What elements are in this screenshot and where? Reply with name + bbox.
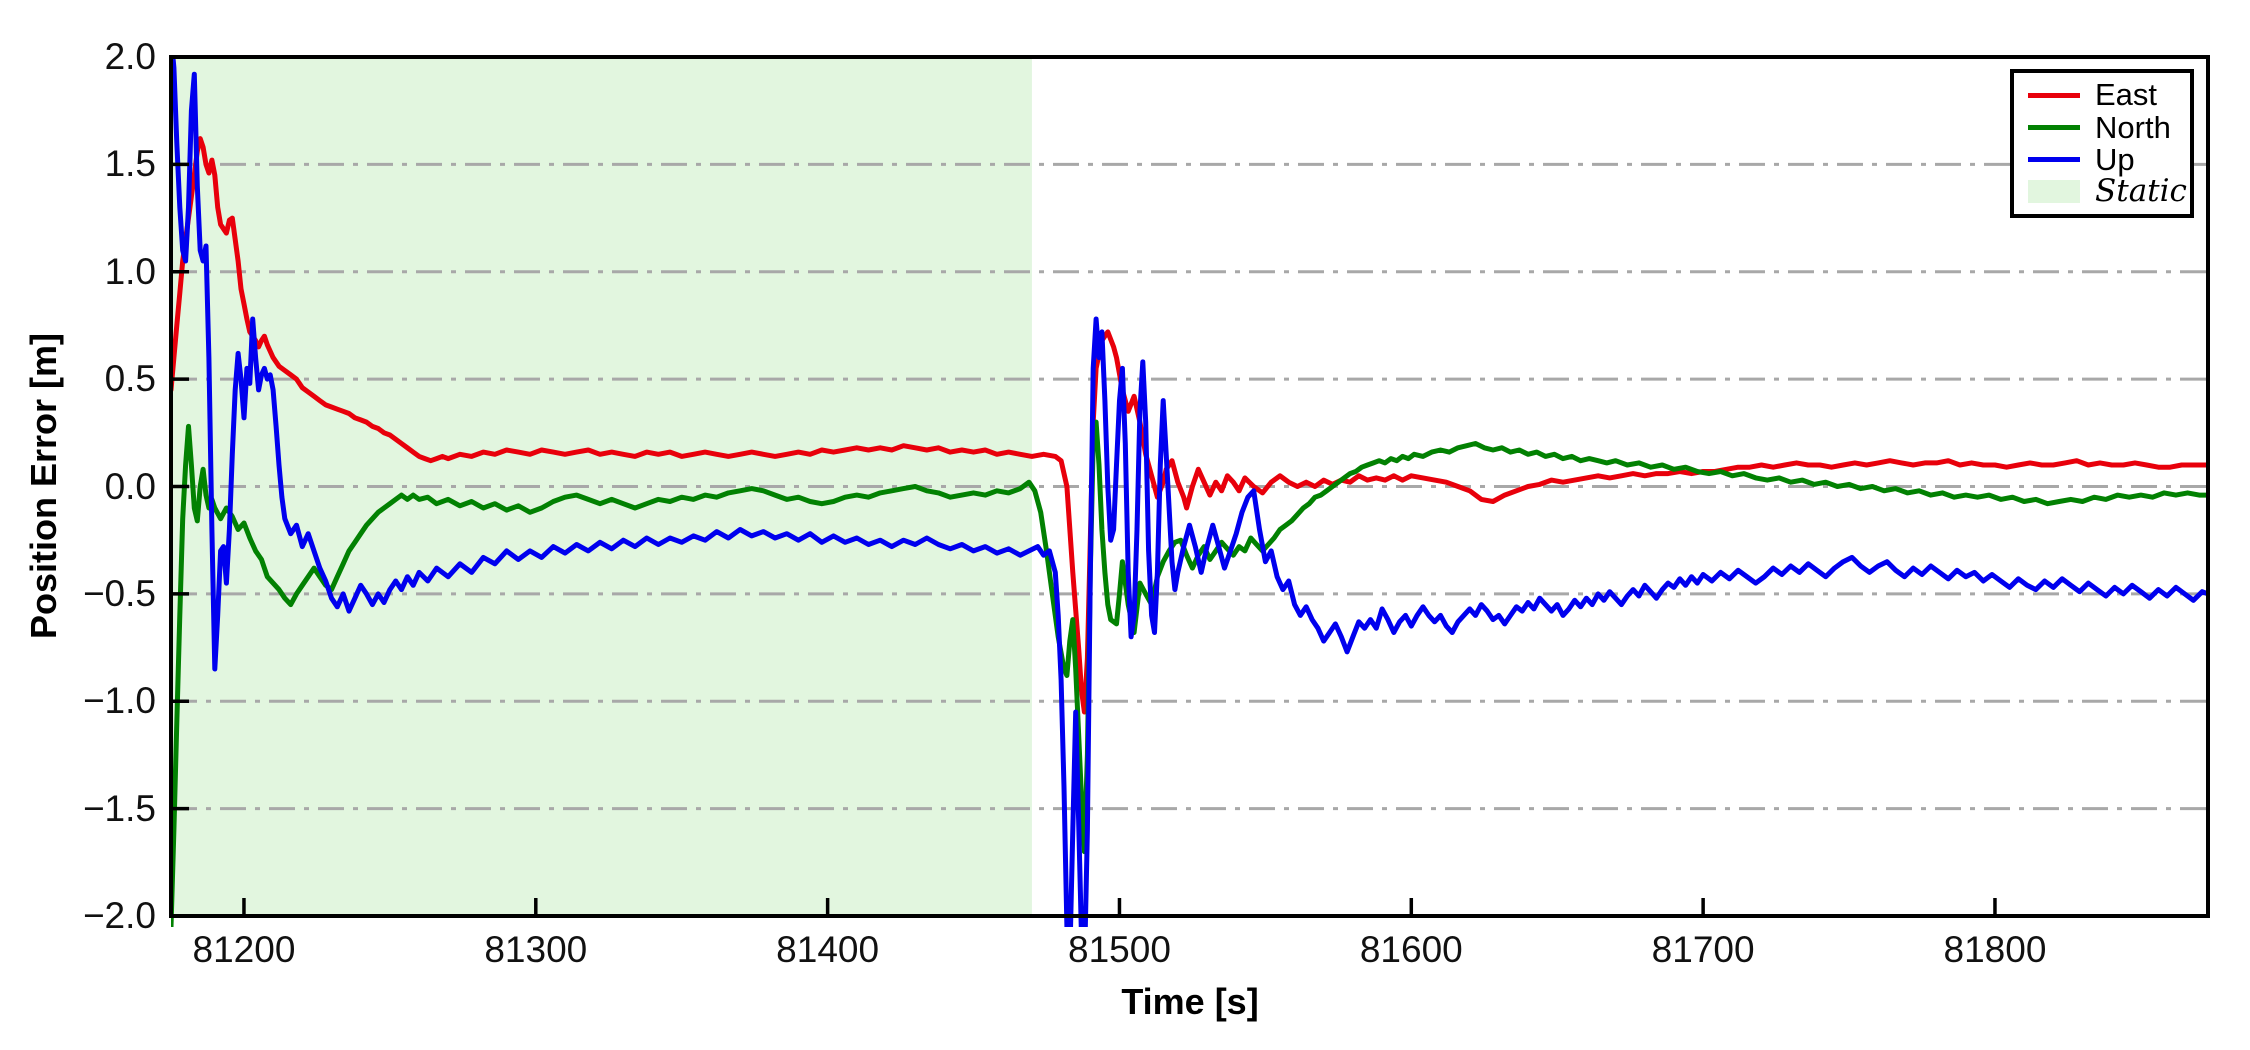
- series-line-east: [171, 136, 2208, 715]
- legend-label-east: East: [2095, 77, 2158, 113]
- x-axis-title: Time [s]: [1121, 981, 1259, 1022]
- series-line-up: [171, 57, 2208, 927]
- north-line-swatch: [2028, 124, 2080, 130]
- series-line-north: [171, 419, 2208, 927]
- plot-border: [169, 55, 2210, 918]
- up-line-swatch: [2028, 157, 2080, 163]
- east-line-swatch: [2028, 92, 2080, 98]
- y-axis-title: Position Error [m]: [23, 332, 64, 640]
- legend-item-up: Up: [2028, 144, 2184, 176]
- static-patch-swatch: [2028, 180, 2080, 204]
- legend: East North Up Static: [2010, 69, 2194, 218]
- legend-label-up: Up: [2095, 141, 2135, 177]
- legend-label-north: North: [2095, 109, 2171, 145]
- legend-item-east: East: [2028, 79, 2184, 111]
- legend-item-north: North: [2028, 109, 2184, 145]
- legend-label-static: Static: [2095, 173, 2187, 210]
- legend-item-static: Static: [2028, 173, 2187, 210]
